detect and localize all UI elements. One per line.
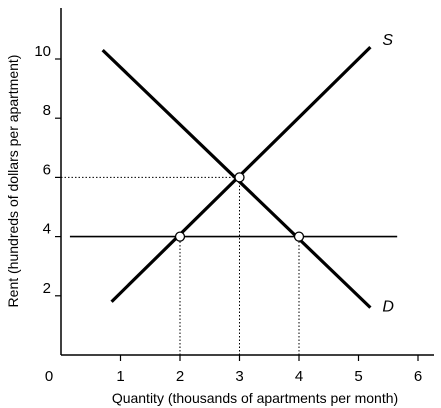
y-tick-label: 6	[43, 161, 51, 178]
axis-ticks: 1 2 3 4 5 6 2 4 6 8 10	[34, 43, 422, 385]
intersection-point	[234, 172, 245, 183]
x-tick-label: 2	[176, 368, 184, 385]
intersection-point	[293, 231, 305, 242]
curves: SD	[69, 32, 398, 316]
curve-label-s: S	[382, 32, 393, 49]
y-tick-label: 8	[43, 102, 51, 119]
y-tick-label: 4	[43, 221, 51, 238]
x-axis-title: Quantity (thousands of apartments per mo…	[112, 390, 398, 406]
origin-label: 0	[45, 368, 53, 385]
axes	[60, 8, 434, 356]
curve-label-d: D	[382, 299, 394, 316]
x-tick-label: 3	[235, 368, 243, 385]
x-tick-label: 1	[116, 368, 124, 385]
y-axis-title: Rent (hundreds of dollars per apartment)	[5, 55, 21, 308]
x-tick-label: 5	[354, 368, 362, 385]
guide-lines	[61, 176, 300, 355]
x-tick-label: 4	[295, 368, 303, 385]
intersection-point	[174, 231, 186, 242]
intersection-points	[174, 172, 305, 242]
y-tick-label: 10	[34, 43, 51, 60]
y-tick-label: 2	[43, 280, 51, 297]
x-tick-label: 6	[414, 368, 422, 385]
